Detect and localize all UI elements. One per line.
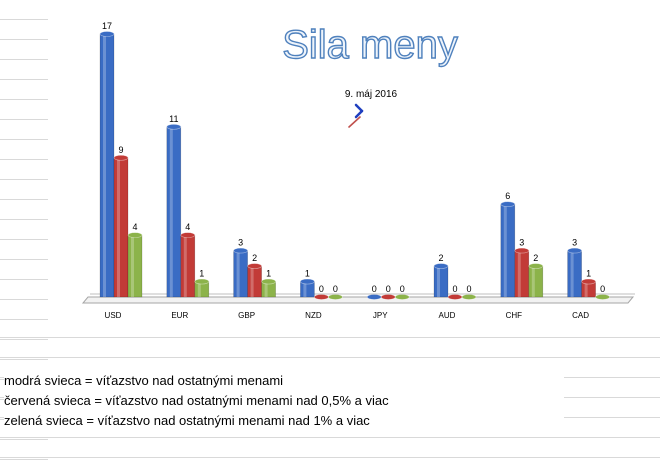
bar-gbp-s0 [233, 250, 248, 298]
data-label: 0 [333, 284, 338, 294]
bar-cap [394, 294, 410, 300]
data-label: 0 [372, 284, 377, 294]
bar-highlight [183, 235, 187, 297]
bar-highlight [303, 281, 307, 297]
note-red: červená svieca = víťazstvo nad ostatnými… [4, 393, 389, 408]
bar-cap [166, 124, 182, 130]
data-label: 0 [600, 284, 605, 294]
bar-cap [567, 247, 582, 254]
bar-usd-s0 [99, 33, 115, 298]
bar-gbp-s1 [247, 265, 262, 298]
bar-cap [127, 232, 143, 238]
data-label: 4 [185, 222, 190, 232]
bar-cap [581, 278, 596, 285]
bar-cap [500, 201, 516, 207]
bar-aud-s0 [433, 265, 449, 298]
data-label: 9 [118, 145, 123, 155]
bar-cap [595, 294, 610, 300]
bar-cap [366, 294, 382, 300]
bar-chf-s1 [514, 250, 530, 298]
bar-highlight [584, 281, 588, 297]
bar-highlight [264, 281, 268, 297]
data-label: 0 [386, 284, 391, 294]
chart-subtitle: 9. máj 2016 [345, 89, 398, 100]
data-label: 4 [132, 222, 137, 232]
bar-cap [113, 154, 129, 161]
data-label: 11 [169, 114, 178, 124]
data-label: 0 [466, 284, 471, 294]
data-label: 0 [400, 284, 405, 294]
data-label: 1 [305, 269, 310, 279]
data-label: 2 [252, 253, 257, 263]
bar-highlight [103, 34, 106, 297]
bar-cap [194, 278, 210, 285]
data-label: 3 [572, 238, 577, 248]
data-label: 2 [533, 253, 538, 263]
data-label: 3 [238, 238, 243, 248]
data-label: 2 [438, 253, 443, 263]
note-green: zelená svieca = víťazstvo nad ostatnými … [4, 413, 370, 428]
bar-cap [300, 278, 315, 285]
bar-cad-s0 [567, 250, 582, 298]
bar-cap [233, 247, 248, 254]
bar-cap [447, 294, 463, 300]
bar-highlight [117, 157, 120, 297]
bar-cap [261, 278, 276, 285]
chart-area[interactable]: Sila meny 9. máj 2016 17 9 4 USD 11 4 1 EUR 3 2 1 G… [48, 0, 660, 336]
bar-cap [433, 263, 449, 269]
bar-cap [180, 232, 196, 238]
bar-highlight [131, 235, 134, 297]
data-label: 6 [505, 191, 510, 201]
x-tick-label: CAD [572, 311, 589, 320]
bar-highlight [236, 250, 240, 297]
x-tick-label: NZD [305, 311, 322, 320]
bar-chf-s2 [528, 265, 544, 298]
bar-cap [247, 263, 262, 269]
x-tick-label: JPY [373, 311, 388, 320]
bar-cap [528, 263, 544, 269]
data-label: 1 [199, 269, 204, 279]
bar-cap [380, 294, 396, 300]
bar-cap [328, 294, 343, 300]
bar-eur-s1 [180, 234, 196, 298]
bar-highlight [517, 250, 521, 297]
legend-notes: modrá svieca = víťazstvo nad ostatnými m… [4, 372, 564, 432]
bar-highlight [250, 266, 254, 297]
chart-floor [81, 296, 635, 304]
bar-highlight [503, 204, 507, 297]
x-tick-label: CHF [506, 311, 523, 320]
bar-usd-s2 [127, 234, 143, 298]
clock-icon [348, 103, 364, 128]
data-label: 0 [319, 284, 324, 294]
bar-cap [314, 294, 329, 300]
bar-usd-s1 [113, 157, 129, 298]
bar-cap [461, 294, 477, 300]
bar-highlight [531, 266, 535, 297]
note-blue: modrá svieca = víťazstvo nad ostatnými m… [4, 373, 284, 388]
bar-highlight [197, 281, 201, 297]
data-label: 0 [452, 284, 457, 294]
x-tick-label: GBP [238, 311, 255, 320]
data-label: 3 [519, 238, 524, 248]
x-tick-label: AUD [439, 311, 456, 320]
bar-chart: Sila meny 9. máj 2016 1794USD1141EUR321G… [81, 21, 635, 320]
chart-title: Sila meny [282, 23, 458, 67]
bar-chf-s0 [500, 203, 516, 298]
data-label: 1 [266, 269, 271, 279]
data-label: 1 [586, 269, 591, 279]
x-tick-label: USD [105, 311, 122, 320]
bar-cap [99, 31, 115, 37]
bar-highlight [570, 250, 574, 297]
bar-highlight [437, 266, 440, 297]
data-label: 17 [102, 21, 112, 31]
bar-highlight [169, 126, 173, 297]
bar-eur-s0 [166, 126, 182, 298]
x-tick-label: EUR [171, 311, 188, 320]
bar-cap [514, 247, 530, 254]
